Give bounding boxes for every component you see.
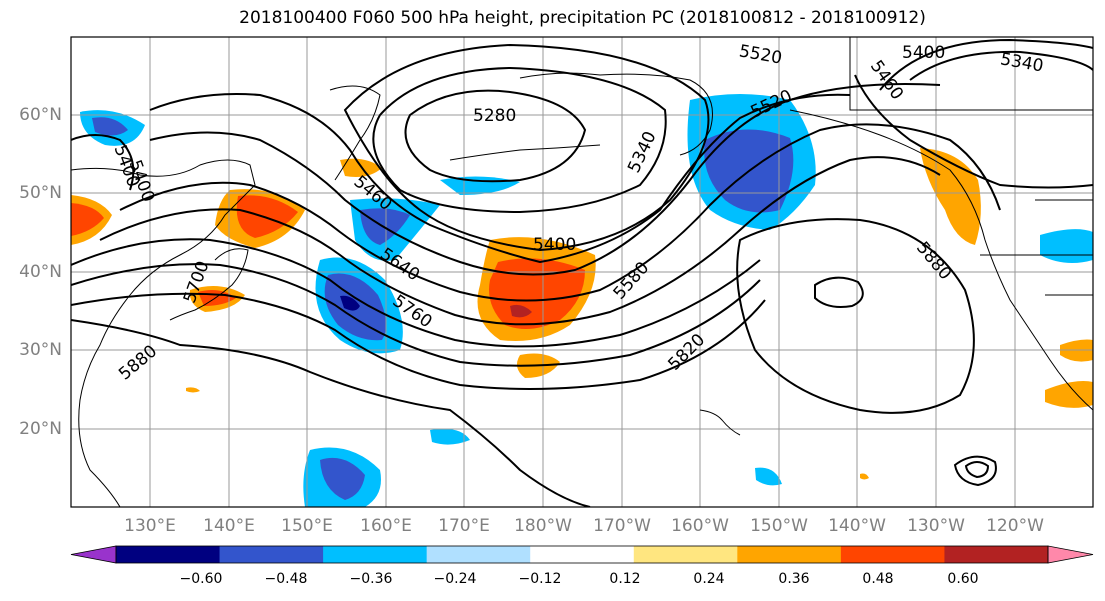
graticule [71,37,1093,507]
pos-anomaly-central-pacific-max [510,304,532,318]
colorbar-segment [840,546,945,563]
contour-5880-e [736,218,975,414]
contour-5400 [343,43,710,252]
contour-5700 [71,238,761,348]
neg-anomaly-small-mid [430,428,470,445]
contour-ring-ext [953,455,997,487]
contour-label: 5280 [473,106,516,126]
lon-label: 130°E [124,516,176,536]
lon-label: 130°W [907,516,965,536]
neg-anomaly-small-hi [755,467,782,486]
contour-5460-w [149,93,851,264]
colorbar-extend-low [70,545,117,564]
lon-label: 140°W [828,516,886,536]
lon-label: 140°E [203,516,255,536]
contour-ne-5400 [879,38,1093,91]
contour-ne-5460 [854,74,1093,189]
contour-ring-int [964,461,990,479]
lat-label-50n: 50°N [19,183,62,203]
colorbar-segment [219,546,324,563]
contour-5880-ring [814,276,864,308]
contour-5760 [71,263,761,367]
colorbar-tick: 0.36 [778,571,810,587]
coast-japan [169,248,249,321]
lat-label-60n: 60°N [19,105,62,125]
coast-na-west [789,109,1093,411]
colorbar-tick: 0.48 [862,571,894,587]
lon-label: 150°E [281,516,333,536]
colorbar-segment [737,546,842,563]
contour-label: 5400 [902,43,945,63]
contour-5880-w [71,319,591,507]
colorbar-segment [944,546,1049,563]
pos-anomaly-mexico-north [1060,339,1093,362]
contour-5520-w [149,83,941,276]
coast-asia [71,159,256,507]
neg-anomaly-west-pacific-max [340,295,360,311]
border-na [849,37,1093,296]
lon-label: 120°W [986,516,1044,536]
lon-label: 150°W [750,516,808,536]
lon-label: 160°W [671,516,729,536]
lat-label-20n: 20°N [19,419,62,439]
contour-5640 [99,156,941,326]
lat-label-40n: 40°N [19,262,62,282]
coast-kamchatka [329,85,381,181]
colorbar-tick: 0.12 [609,571,641,587]
pos-anomaly-far-west-core [71,203,104,236]
pos-anomaly-japan-core [236,195,298,238]
colorbar-tick: −0.60 [179,571,223,587]
neg-anomaly-south-core [320,457,365,500]
colorbar-segment [530,546,635,563]
lon-label: 180°W [514,516,572,536]
colorbar-segment [633,546,738,563]
contour-label: 5400 [533,235,576,255]
colorbar-segment [323,546,428,563]
lon-label: 170°E [438,516,490,536]
lat-label-30n: 30°N [19,340,62,360]
colorbar-tick: −0.36 [349,571,393,587]
lon-label: 170°W [593,516,651,536]
colorbar-extend-high [1047,545,1094,564]
pos-anomaly-small-1 [186,387,200,393]
colorbar-segment [116,546,221,563]
coast-aleutians [449,144,601,161]
lon-label: 160°E [360,516,412,536]
colorbar-tick: −0.48 [264,571,308,587]
map-title: 2018100400 F060 500 hPa height, precipit… [239,8,926,28]
contour-nw-5460 [71,134,135,191]
contour-5340 [372,66,667,214]
colorbar-tick: 0.24 [693,571,725,587]
colorbar-tick: 0.60 [947,571,979,587]
contour-5280 [404,89,587,183]
pos-anomaly-mexico [1045,381,1093,408]
height-contours [71,38,1093,507]
colorbar-tick: −0.12 [518,571,562,587]
neg-anomaly-far-west-core [92,117,128,136]
map-frame [70,36,1094,508]
pos-anomaly-small-2 [860,473,869,480]
contour-5820 [71,292,766,390]
colorbar-tick: −0.24 [433,571,477,587]
colorbar-segment [426,546,531,563]
coast-hawaii [699,409,741,436]
contour-ne-5340 [909,50,1093,81]
